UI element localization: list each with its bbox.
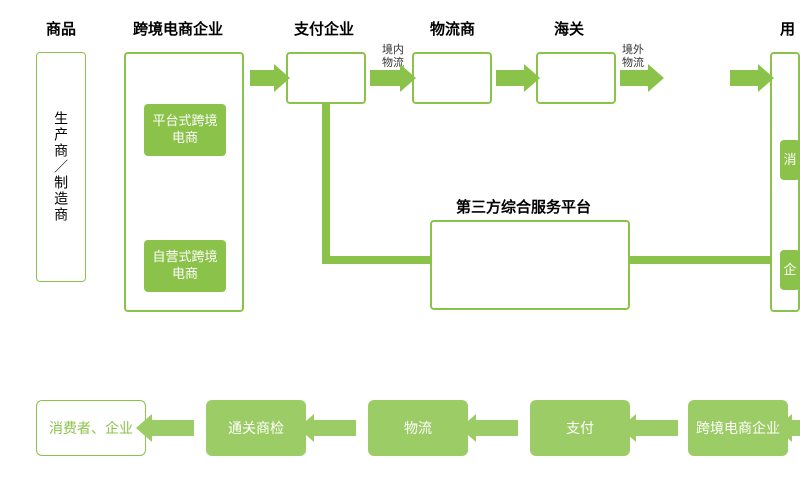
arrow-shaft-bl3 (476, 420, 518, 436)
connector-out (630, 256, 770, 264)
node-customs (536, 52, 616, 104)
arrow-shaft-bl1 (152, 420, 194, 436)
arrow-head-bl3 (460, 414, 476, 442)
arrow-shaft-ar3 (496, 70, 524, 86)
label-sl2: 境外 物流 (622, 44, 644, 70)
thirdparty-title: 第三方综合服务平台 (456, 196, 591, 217)
arrow-head-ar3 (524, 64, 540, 92)
node-b4: 支付 (530, 400, 630, 456)
arrow-shaft-ar2 (370, 70, 400, 86)
arrow-head-bl2 (298, 414, 314, 442)
connector-across (322, 256, 430, 264)
node-thirdparty (430, 220, 630, 310)
arrow-head-ar5 (758, 64, 774, 92)
arrow-head-bl5 (776, 414, 792, 442)
node-b1: 消费者、企业 (36, 400, 146, 456)
arrow-head-ar1 (274, 64, 290, 92)
node-platform: 平台式跨境电商 (144, 104, 226, 156)
node-producer: 生产商／制造商 (36, 52, 86, 282)
arrow-head-bl1 (136, 414, 152, 442)
arrow-head-ar4 (648, 64, 664, 92)
connector-down (322, 104, 330, 260)
node-b2: 通关商检 (206, 400, 306, 456)
node-b3: 物流 (368, 400, 468, 456)
node-selfop: 自营式跨境电商 (144, 240, 226, 292)
arrow-head-ar2 (400, 64, 416, 92)
arrow-shaft-ar4 (620, 70, 648, 86)
header-h5: 海关 (554, 18, 584, 39)
header-h4: 物流商 (430, 18, 475, 39)
header-h2: 跨境电商企业 (133, 18, 223, 39)
arrow-shaft-ar1 (250, 70, 274, 86)
node-consumer_r: 消 (780, 140, 800, 180)
node-b5: 跨境电商企业 (688, 400, 788, 456)
arrow-shaft-bl5 (792, 420, 800, 436)
arrow-shaft-bl2 (314, 420, 356, 436)
header-h1: 商品 (46, 18, 76, 39)
header-h3: 支付企业 (294, 18, 354, 39)
arrow-shaft-ar5 (730, 70, 758, 86)
arrow-shaft-bl4 (636, 420, 678, 436)
arrow-head-bl4 (620, 414, 636, 442)
node-logistics (412, 52, 492, 104)
header-h6: 用 (780, 18, 795, 39)
node-payment (286, 52, 366, 104)
node-ent_r: 企 (780, 250, 800, 290)
